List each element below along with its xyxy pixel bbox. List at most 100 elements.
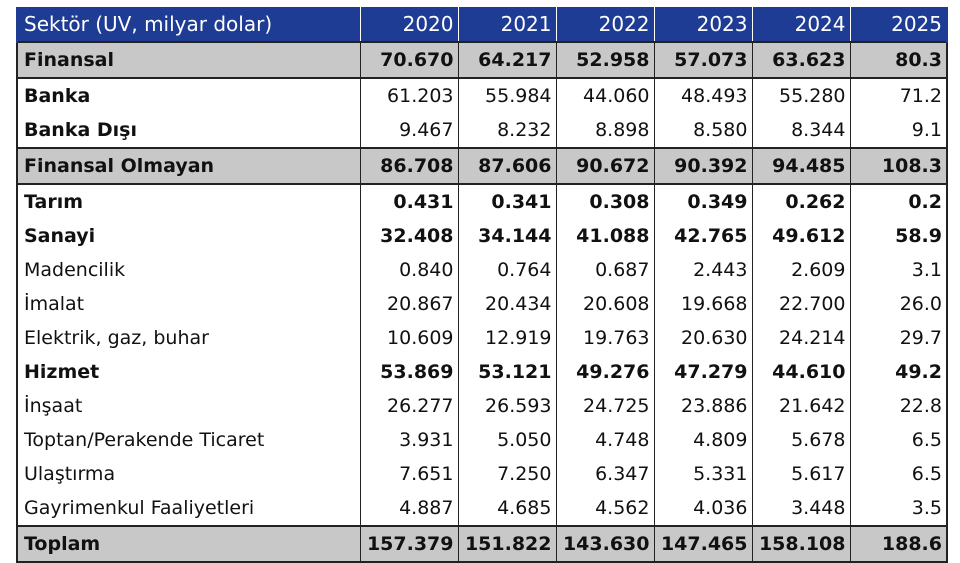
cell-value-2024: 2.609 xyxy=(751,253,850,287)
cell-value-2024: 21.642 xyxy=(751,389,850,423)
cell-value-2024: 44.610 xyxy=(751,355,850,389)
cell-value-2024: 5.678 xyxy=(751,423,850,457)
cell-value-2022: 6.347 xyxy=(555,457,654,491)
table-row: Hizmet 53.869 53.121 49.276 47.279 44.610 49.2 xyxy=(16,355,948,389)
cell-value-2023: 23.886 xyxy=(653,389,752,423)
cell-value-2022: 49.276 xyxy=(555,355,654,389)
table-row: Sanayi 32.408 34.144 41.088 42.765 49.612 58.9 xyxy=(16,219,948,253)
cell-value-2025: 188.6 xyxy=(849,525,948,563)
row-label: Hizmet xyxy=(16,355,360,389)
row-label: Madencilik xyxy=(16,253,360,287)
row-label: Toptan/Perakende Ticaret xyxy=(16,423,360,457)
table-row: Finansal Olmayan 86.708 87.606 90.672 90.392… xyxy=(16,147,948,185)
cell-value-2023: 4.809 xyxy=(653,423,752,457)
row-label: Ulaştırma xyxy=(16,457,360,491)
cell-value-2020: 26.277 xyxy=(359,389,458,423)
table-row: İmalat 20.867 20.434 20.608 19.668 22.700 26.0 xyxy=(16,287,948,321)
header-year-2024: 2024 xyxy=(751,7,850,42)
header-year-2023: 2023 xyxy=(653,7,752,42)
cell-value-2025: 22.8 xyxy=(849,389,948,423)
cell-value-2025: 3.5 xyxy=(849,491,948,526)
cell-value-2024: 24.214 xyxy=(751,321,850,355)
cell-value-2025: 26.0 xyxy=(849,287,948,321)
cell-value-2021: 7.250 xyxy=(457,457,556,491)
table-body: Finansal 70.670 64.217 52.958 57.073 63.623 80… xyxy=(16,41,948,563)
cell-value-2021: 34.144 xyxy=(457,219,556,253)
cell-value-2020: 32.408 xyxy=(359,219,458,253)
cell-value-2025: 49.2 xyxy=(849,355,948,389)
row-label: Elektrik, gaz, buhar xyxy=(16,321,360,355)
cell-value-2024: 5.617 xyxy=(751,457,850,491)
cell-value-2021: 4.685 xyxy=(457,491,556,526)
cell-value-2020: 7.651 xyxy=(359,457,458,491)
cell-value-2025: 58.9 xyxy=(849,219,948,253)
cell-value-2024: 22.700 xyxy=(751,287,850,321)
cell-value-2020: 3.931 xyxy=(359,423,458,457)
table-row: Banka Dışı 9.467 8.232 8.898 8.580 8.344 9.1 xyxy=(16,113,948,148)
cell-value-2024: 94.485 xyxy=(751,147,850,185)
cell-value-2025: 71.2 xyxy=(849,78,948,113)
cell-value-2020: 70.670 xyxy=(359,41,458,79)
row-label: Toplam xyxy=(16,525,360,563)
cell-value-2021: 87.606 xyxy=(457,147,556,185)
row-label: Banka Dışı xyxy=(16,113,360,148)
cell-value-2022: 41.088 xyxy=(555,219,654,253)
table-row: Gayrimenkul Faaliyetleri 4.887 4.685 4.562 4… xyxy=(16,491,948,526)
data-table-container: Sektör (UV, milyar dolar) 2020 2021 2022… xyxy=(16,7,948,563)
header-sector-label: Sektör (UV, milyar dolar) xyxy=(16,7,360,42)
cell-value-2022: 44.060 xyxy=(555,78,654,113)
cell-value-2021: 8.232 xyxy=(457,113,556,148)
table-row: Finansal 70.670 64.217 52.958 57.073 63.623 80… xyxy=(16,41,948,79)
table-row: Toptan/Perakende Ticaret 3.931 5.050 4.748 4… xyxy=(16,423,948,457)
cell-value-2024: 158.108 xyxy=(751,525,850,563)
cell-value-2021: 55.984 xyxy=(457,78,556,113)
cell-value-2024: 3.448 xyxy=(751,491,850,526)
row-label: Banka xyxy=(16,78,360,113)
cell-value-2022: 143.630 xyxy=(555,525,654,563)
cell-value-2021: 53.121 xyxy=(457,355,556,389)
cell-value-2023: 4.036 xyxy=(653,491,752,526)
cell-value-2020: 86.708 xyxy=(359,147,458,185)
row-label: İmalat xyxy=(16,287,360,321)
cell-value-2021: 64.217 xyxy=(457,41,556,79)
cell-value-2023: 5.331 xyxy=(653,457,752,491)
cell-value-2025: 6.5 xyxy=(849,457,948,491)
table-row: Tarım 0.431 0.341 0.308 0.349 0.262 0.2 xyxy=(16,184,948,219)
cell-value-2020: 10.609 xyxy=(359,321,458,355)
cell-value-2023: 2.443 xyxy=(653,253,752,287)
cell-value-2022: 0.308 xyxy=(555,184,654,219)
cell-value-2020: 20.867 xyxy=(359,287,458,321)
row-label: Gayrimenkul Faaliyetleri xyxy=(16,491,360,526)
cell-value-2025: 3.1 xyxy=(849,253,948,287)
cell-value-2022: 8.898 xyxy=(555,113,654,148)
header-year-2021: 2021 xyxy=(457,7,556,42)
cell-value-2020: 61.203 xyxy=(359,78,458,113)
cell-value-2022: 90.672 xyxy=(555,147,654,185)
table-row: Toplam 157.379 151.822 143.630 147.465 158.10… xyxy=(16,525,948,563)
row-label: Finansal Olmayan xyxy=(16,147,360,185)
cell-value-2021: 26.593 xyxy=(457,389,556,423)
row-label: İnşaat xyxy=(16,389,360,423)
cell-value-2023: 8.580 xyxy=(653,113,752,148)
row-label: Sanayi xyxy=(16,219,360,253)
cell-value-2021: 151.822 xyxy=(457,525,556,563)
cell-value-2024: 55.280 xyxy=(751,78,850,113)
cell-value-2022: 4.748 xyxy=(555,423,654,457)
cell-value-2022: 19.763 xyxy=(555,321,654,355)
table-row: Elektrik, gaz, buhar 10.609 12.919 19.763 20… xyxy=(16,321,948,355)
table-row: Banka 61.203 55.984 44.060 48.493 55.280 71.2 xyxy=(16,78,948,113)
cell-value-2021: 5.050 xyxy=(457,423,556,457)
cell-value-2020: 9.467 xyxy=(359,113,458,148)
cell-value-2022: 0.687 xyxy=(555,253,654,287)
cell-value-2024: 63.623 xyxy=(751,41,850,79)
cell-value-2021: 20.434 xyxy=(457,287,556,321)
cell-value-2020: 0.840 xyxy=(359,253,458,287)
header-row: Sektör (UV, milyar dolar) 2020 2021 2022… xyxy=(16,7,948,42)
cell-value-2021: 12.919 xyxy=(457,321,556,355)
sector-debt-table: Sektör (UV, milyar dolar) 2020 2021 2022… xyxy=(16,7,948,563)
cell-value-2025: 80.3 xyxy=(849,41,948,79)
cell-value-2023: 90.392 xyxy=(653,147,752,185)
cell-value-2021: 0.341 xyxy=(457,184,556,219)
cell-value-2023: 48.493 xyxy=(653,78,752,113)
cell-value-2025: 0.2 xyxy=(849,184,948,219)
